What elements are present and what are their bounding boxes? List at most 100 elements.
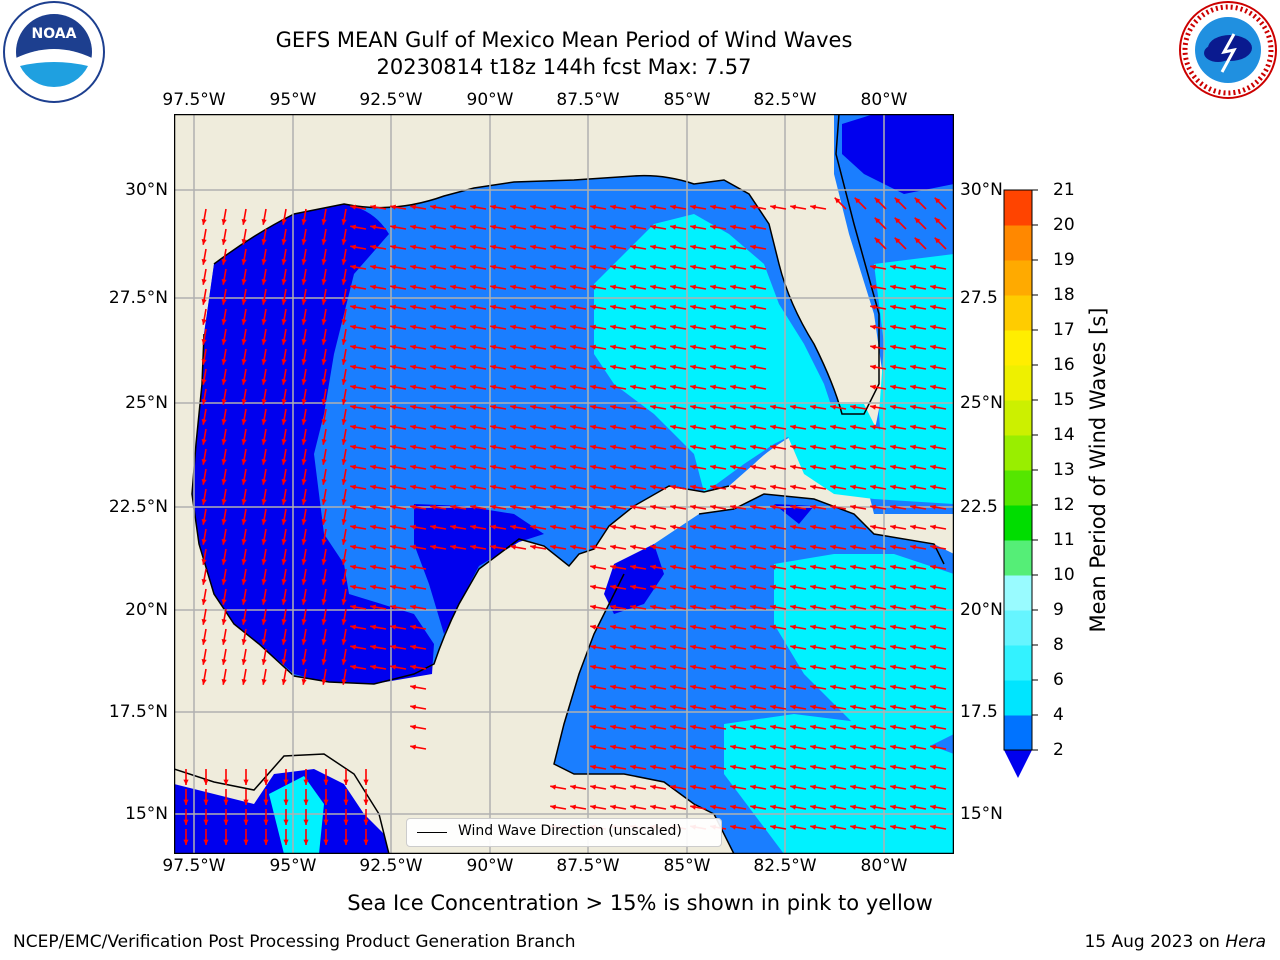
wind-wave-arrowhead	[690, 804, 697, 810]
wind-wave-arrowhead	[281, 378, 287, 385]
wind-wave-arrowhead	[710, 344, 717, 350]
wind-wave-arrowhead	[490, 224, 497, 230]
wind-wave-arrowhead	[750, 784, 757, 790]
wind-wave-arrowhead	[183, 819, 189, 825]
wind-wave-arrowhead	[410, 504, 417, 510]
wind-wave-arrowhead	[261, 638, 267, 645]
wind-wave-arrowhead	[490, 364, 497, 370]
wind-wave-arrowhead	[630, 364, 637, 370]
wind-wave-arrowhead	[261, 538, 267, 545]
wind-wave-arrowhead	[390, 244, 397, 250]
wind-wave-arrowhead	[590, 544, 597, 550]
wind-wave-arrowhead	[261, 678, 267, 685]
wind-wave-arrowhead	[410, 244, 417, 250]
wind-wave-arrowhead	[590, 304, 597, 310]
colorbar-tick-label: 6	[1053, 670, 1064, 690]
wind-wave-arrowhead	[790, 704, 797, 710]
wind-wave-arrowhead	[830, 484, 837, 490]
wind-wave-arrowhead	[710, 804, 717, 810]
wind-wave-arrowhead	[830, 824, 837, 830]
wind-wave-arrowhead	[410, 524, 417, 530]
wind-wave-arrowhead	[810, 644, 817, 650]
wind-wave-arrowhead	[341, 658, 347, 665]
wind-wave-arrowhead	[910, 384, 917, 390]
colorbar-segment	[1004, 680, 1032, 716]
wind-wave-arrowhead	[350, 544, 357, 550]
wind-wave-arrowhead	[241, 538, 247, 545]
wind-wave-arrowhead	[590, 664, 597, 670]
wind-wave-arrowhead	[470, 444, 477, 450]
wind-wave-arrowhead	[590, 684, 597, 690]
wind-wave-arrowhead	[910, 744, 917, 750]
wind-wave-arrowhead	[910, 784, 917, 790]
colorbar-tick-label: 13	[1053, 460, 1075, 480]
wind-wave-arrowhead	[810, 204, 817, 210]
wind-wave-arrowhead	[630, 384, 637, 390]
wind-wave-arrowhead	[730, 764, 737, 770]
wind-wave-arrowhead	[550, 484, 557, 490]
wind-wave-arrowhead	[650, 704, 657, 710]
wind-wave-arrows	[183, 197, 947, 845]
wind-wave-arrowhead	[301, 638, 307, 645]
wind-wave-arrowhead	[670, 244, 677, 250]
wind-wave-arrowhead	[201, 598, 207, 605]
wind-wave-arrowhead	[930, 324, 937, 330]
wind-wave-arrowhead	[710, 504, 717, 510]
wind-wave-arrowhead	[370, 324, 377, 330]
wind-wave-arrowhead	[910, 704, 917, 710]
colorbar-tick-label: 14	[1053, 425, 1075, 445]
wind-wave-arrowhead	[370, 404, 377, 410]
wind-wave-arrowhead	[550, 444, 557, 450]
wind-wave-arrowhead	[450, 444, 457, 450]
wind-wave-arrowhead	[610, 604, 617, 610]
wind-wave-arrowhead	[363, 839, 369, 845]
wind-wave-arrowhead	[350, 224, 357, 230]
wind-wave-arrowhead	[630, 464, 637, 470]
wind-wave-arrowhead	[410, 284, 417, 290]
wind-wave-arrowhead	[850, 804, 857, 810]
wind-wave-arrowhead	[650, 744, 657, 750]
wind-wave-arrowhead	[770, 724, 777, 730]
wind-wave-arrowhead	[850, 604, 857, 610]
wind-wave-arrowhead	[590, 284, 597, 290]
wind-wave-arrowhead	[670, 544, 677, 550]
wind-wave-arrowhead	[910, 804, 917, 810]
wind-wave-arrowhead	[221, 558, 227, 565]
wind-wave-arrowhead	[510, 424, 517, 430]
wind-wave-arrowhead	[630, 704, 637, 710]
wind-wave-arrowhead	[730, 204, 737, 210]
wind-wave-arrowhead	[670, 484, 677, 490]
wind-wave-arrowhead	[450, 484, 457, 490]
wind-wave-arrowhead	[590, 604, 597, 610]
wind-wave-arrowhead	[890, 384, 897, 390]
wind-wave-arrowhead	[490, 464, 497, 470]
wind-wave-arrowhead	[630, 764, 637, 770]
wind-wave-arrowhead	[710, 724, 717, 730]
wind-wave-arrowhead	[450, 324, 457, 330]
wind-wave-arrowhead	[730, 584, 737, 590]
wind-wave-arrowhead	[530, 464, 537, 470]
wind-wave-arrowhead	[810, 604, 817, 610]
wind-wave-arrowhead	[241, 598, 247, 605]
wind-wave-arrowhead	[750, 284, 757, 290]
wind-wave-arrowhead	[850, 624, 857, 630]
wind-wave-arrowhead	[630, 584, 637, 590]
wind-wave-arrowhead	[341, 258, 347, 265]
wind-wave-arrowhead	[410, 204, 417, 210]
wind-wave-arrowhead	[550, 464, 557, 470]
wind-wave-arrowhead	[790, 504, 797, 510]
wind-wave-arrowhead	[321, 658, 327, 665]
wind-wave-arrowhead	[830, 404, 837, 410]
wind-wave-arrowhead	[390, 484, 397, 490]
wind-wave-arrowhead	[890, 764, 897, 770]
wind-wave-arrowhead	[370, 424, 377, 430]
wind-wave-arrowhead	[610, 744, 617, 750]
lon-label-bottom: 85°W	[663, 856, 711, 876]
wind-wave-arrowhead	[530, 384, 537, 390]
wind-wave-arrowhead	[750, 824, 757, 830]
wind-wave-arrowhead	[321, 298, 327, 305]
wind-wave-arrowhead	[241, 658, 247, 665]
wind-wave-arrowhead	[410, 564, 417, 570]
wind-wave-arrowhead	[510, 284, 517, 290]
wind-wave-arrowhead	[390, 344, 397, 350]
